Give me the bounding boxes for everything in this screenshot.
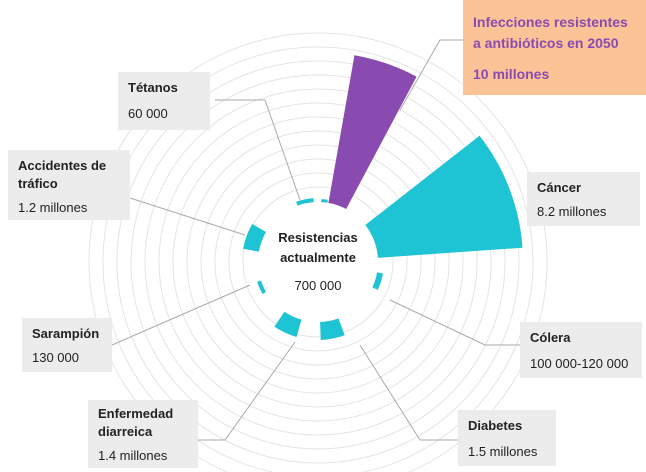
value: 60 000	[128, 106, 168, 121]
ring	[130, 74, 506, 450]
ring	[102, 46, 534, 472]
label: a antibióticos en 2050	[473, 35, 619, 51]
ring	[144, 88, 492, 436]
value: 8.2 millones	[537, 204, 607, 219]
label: Sarampión	[32, 326, 99, 341]
wedge	[372, 272, 383, 290]
ring	[214, 158, 422, 366]
ring	[242, 186, 394, 338]
label-box	[8, 150, 130, 220]
label: tráfico	[18, 176, 58, 191]
value: 1.2 millones	[18, 200, 88, 215]
label-box	[463, 0, 646, 95]
ring	[186, 130, 450, 394]
label-box	[527, 172, 640, 226]
value: 1.5 millones	[468, 444, 538, 459]
value: 1.4 millones	[98, 448, 168, 463]
wedge	[296, 198, 314, 206]
label: Cáncer	[537, 180, 581, 195]
wedge	[274, 311, 302, 337]
leader-lines	[111, 39, 520, 441]
label: diarreica	[98, 424, 153, 439]
ring	[172, 116, 464, 408]
wedge	[320, 318, 345, 340]
label-box	[22, 318, 112, 372]
ring	[116, 60, 520, 464]
wedge	[365, 135, 523, 258]
wedge	[321, 199, 328, 203]
label: Cólera	[530, 330, 571, 345]
wedge	[243, 224, 267, 252]
value: 10 millones	[473, 66, 549, 82]
ring	[228, 172, 408, 352]
ring	[158, 102, 478, 422]
wedge	[257, 280, 267, 294]
label-box	[458, 410, 556, 466]
center-value: 700 000	[295, 278, 342, 293]
wedge	[328, 55, 417, 210]
center-title: actualmente	[280, 250, 356, 265]
value: 130 000	[32, 350, 79, 365]
label: Infecciones resistentes	[473, 14, 628, 30]
center-disc	[260, 204, 376, 320]
label-box	[88, 400, 198, 468]
ring	[200, 144, 436, 380]
center-title: Resistencias	[278, 230, 358, 245]
label: Enfermedad	[98, 406, 173, 421]
value: 100 000-120 000	[530, 356, 628, 371]
label: Accidentes de	[18, 158, 106, 173]
rings	[88, 32, 548, 472]
label-box	[118, 72, 210, 130]
label: Diabetes	[468, 418, 522, 433]
label: Tétanos	[128, 80, 178, 95]
ring	[88, 32, 548, 472]
label-box	[520, 322, 642, 378]
wedges	[243, 55, 523, 340]
